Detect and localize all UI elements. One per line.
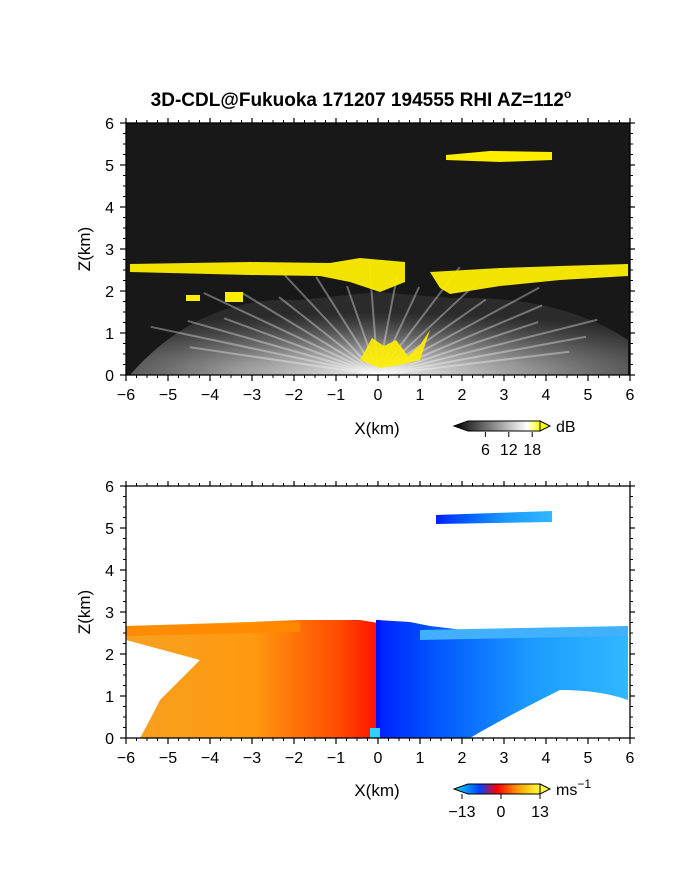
velocity-colorbar: −13 0 13 ms−1 xyxy=(448,777,591,821)
backscatter-xtick-label: 6 xyxy=(626,387,635,404)
backscatter-colorbar-unit: dB xyxy=(556,419,576,436)
velocity-zero-line xyxy=(376,620,380,738)
backscatter-xtick-label: 3 xyxy=(500,387,509,404)
velocity-colorbar-body xyxy=(452,783,541,795)
velocity-xtick-label: −3 xyxy=(243,750,261,767)
aerosol-ray xyxy=(242,292,379,375)
backscatter-colorbar-tick-label: 12 xyxy=(500,442,518,459)
velocity-ytick-label: 2 xyxy=(105,647,114,664)
velocity-xtick-label: 3 xyxy=(500,750,509,767)
figure-title-superscript: o xyxy=(564,87,571,101)
velocity-xtick-label: 2 xyxy=(458,750,467,767)
aerosol-fan xyxy=(130,292,628,375)
backscatter-xtick-label: −5 xyxy=(159,387,177,404)
backscatter-colorbar-tick-label: 18 xyxy=(523,442,541,459)
velocity-xlabel: X(km) xyxy=(354,781,399,800)
backscatter-colorbar-tick-label: 6 xyxy=(481,442,490,459)
aerosol-ray xyxy=(278,296,379,375)
velocity-colorbar-tick-label: 0 xyxy=(497,804,506,821)
velocity-colorbar-tick-label: −13 xyxy=(448,804,475,821)
backscatter-colorbar: 6 12 18 dB xyxy=(452,419,576,459)
velocity-xtick-label: 5 xyxy=(584,750,593,767)
cloud-fragment-far-left xyxy=(186,295,200,301)
aerosol-ray xyxy=(187,319,379,375)
velocity-ylabel: Z(km) xyxy=(75,590,94,634)
velocity-right-field xyxy=(378,620,628,738)
velocity-colorbar-unit-superscript: −1 xyxy=(577,777,591,791)
velocity-cloud-base-right xyxy=(420,626,628,640)
velocity-xtick-label: −5 xyxy=(159,750,177,767)
velocity-xtick-label: 6 xyxy=(626,750,635,767)
backscatter-ytick-label: 0 xyxy=(105,368,114,385)
backscatter-ylabel: Z(km) xyxy=(75,227,94,271)
backscatter-ytick-label: 3 xyxy=(105,242,114,259)
cloud-fragment-left xyxy=(225,292,243,302)
aerosol-ray xyxy=(189,346,379,375)
backscatter-colorbar-arrow xyxy=(539,420,552,432)
velocity-xtick-label: 4 xyxy=(542,750,551,767)
backscatter-xtick-label: −4 xyxy=(201,387,219,404)
aerosol-ray xyxy=(223,317,379,375)
upper-cloud-layer xyxy=(446,151,552,162)
backscatter-xlabel: X(km) xyxy=(354,419,399,438)
velocity-ytick-label: 6 xyxy=(105,479,114,496)
backscatter-colorbar-body xyxy=(452,420,541,432)
backscatter-xtick-label: −6 xyxy=(117,387,135,404)
aerosol-ray xyxy=(377,350,570,375)
near-field-return xyxy=(360,330,430,368)
velocity-xtick-label: 1 xyxy=(416,750,425,767)
backscatter-xtick-label: 0 xyxy=(374,387,383,404)
figure-title: 3D-CDL@Fukuoka 171207 194555 RHI AZ=112o xyxy=(151,87,572,111)
backscatter-xtick-label: 5 xyxy=(584,387,593,404)
velocity-colorbar-unit: ms−1 xyxy=(556,777,591,799)
backscatter-ytick-label: 2 xyxy=(105,284,114,301)
cloud-base-left xyxy=(130,258,405,292)
velocity-xtick-label: −4 xyxy=(201,750,219,767)
backscatter-xtick-label: 2 xyxy=(458,387,467,404)
backscatter-xtick-label: 1 xyxy=(416,387,425,404)
velocity-left-field xyxy=(126,620,378,738)
velocity-upper-cloud-layer xyxy=(436,511,552,524)
velocity-colorbar-tick-label: 13 xyxy=(531,804,549,821)
backscatter-xtick-label: −1 xyxy=(327,387,345,404)
velocity-ytick-label: 4 xyxy=(105,563,114,580)
aerosol-ray xyxy=(203,292,379,375)
velocity-xtick-label: −6 xyxy=(117,750,135,767)
velocity-xtick-label: −2 xyxy=(285,750,303,767)
backscatter-ytick-label: 6 xyxy=(105,116,114,133)
aerosol-ray xyxy=(377,335,587,375)
velocity-colorbar-arrow xyxy=(539,783,552,795)
velocity-panel: −6 −5 −4 −3 −2 −1 0 1 2 3 4 5 6 0 1 2 3 4 5 6 X(km) Z(km) −… xyxy=(75,479,635,821)
aerosol-ray xyxy=(377,321,539,375)
velocity-xtick-label: −1 xyxy=(327,750,345,767)
aerosol-ray xyxy=(150,325,379,375)
backscatter-ytick-label: 5 xyxy=(105,158,114,175)
backscatter-ytick-label: 4 xyxy=(105,200,114,217)
figure-title-text: 3D-CDL@Fukuoka 171207 194555 RHI AZ=112 xyxy=(151,90,564,111)
backscatter-xtick-label: −2 xyxy=(285,387,303,404)
aerosol-ray xyxy=(377,318,598,375)
cloud-base-right xyxy=(430,264,628,294)
velocity-near-field xyxy=(370,728,380,738)
velocity-colorbar-unit-text: ms xyxy=(556,782,577,799)
velocity-ytick-label: 1 xyxy=(105,689,114,706)
backscatter-xtick-label: −3 xyxy=(243,387,261,404)
backscatter-xtick-label: 4 xyxy=(542,387,551,404)
velocity-xtick-label: 0 xyxy=(374,750,383,767)
velocity-ytick-label: 0 xyxy=(105,731,114,748)
velocity-ytick-label: 5 xyxy=(105,521,114,538)
velocity-cloud-base-left xyxy=(126,622,300,636)
backscatter-ytick-label: 1 xyxy=(105,326,114,343)
velocity-ytick-label: 3 xyxy=(105,605,114,622)
